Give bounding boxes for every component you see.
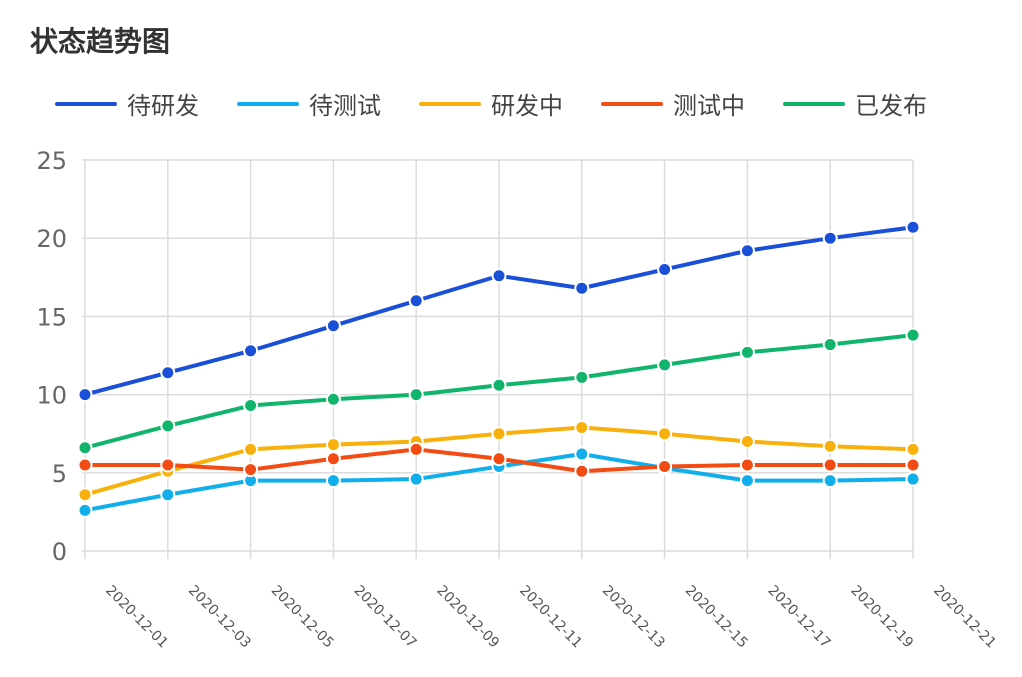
data-point-0-1 <box>160 365 176 381</box>
chart-title: 状态趋势图 <box>30 25 171 58</box>
data-point-3-1 <box>160 457 176 473</box>
x-tick-label: 2020-12-13 <box>599 583 668 652</box>
data-point-2-9 <box>822 438 838 454</box>
y-tick-label: 15 <box>36 303 67 331</box>
data-point-4-10 <box>905 327 921 343</box>
data-point-2-7 <box>657 426 673 442</box>
data-point-4-5 <box>491 377 507 393</box>
legend-swatch <box>55 101 117 106</box>
x-tick-label: 2020-12-05 <box>268 583 337 652</box>
data-point-0-5 <box>491 268 507 284</box>
data-point-1-9 <box>822 473 838 489</box>
data-point-0-3 <box>325 318 341 334</box>
data-point-3-5 <box>491 451 507 467</box>
data-point-0-2 <box>243 343 259 359</box>
data-point-3-6 <box>574 463 590 479</box>
data-point-2-10 <box>905 441 921 457</box>
data-point-2-3 <box>325 437 341 453</box>
data-point-4-0 <box>77 440 93 456</box>
data-point-1-4 <box>408 471 424 487</box>
data-point-3-10 <box>905 457 921 473</box>
data-point-0-7 <box>657 261 673 277</box>
data-point-3-8 <box>739 457 755 473</box>
data-point-4-8 <box>739 344 755 360</box>
data-point-4-7 <box>657 357 673 373</box>
y-tick-label: 20 <box>36 225 67 253</box>
data-point-3-2 <box>243 462 259 478</box>
legend-label: 待测试 <box>309 92 381 120</box>
data-point-0-8 <box>739 243 755 259</box>
data-point-1-0 <box>77 502 93 518</box>
y-tick-label: 0 <box>52 538 67 566</box>
data-point-1-3 <box>325 473 341 489</box>
data-point-0-9 <box>822 230 838 246</box>
legend-item-1[interactable]: 待测试 <box>237 86 381 121</box>
x-tick-label: 2020-12-15 <box>682 583 751 652</box>
x-tick-label: 2020-12-03 <box>185 583 254 652</box>
legend-label: 已发布 <box>855 92 927 120</box>
y-tick-label: 5 <box>52 460 67 488</box>
legend-swatch <box>601 101 663 106</box>
legend-item-2[interactable]: 研发中 <box>419 86 563 121</box>
data-point-2-2 <box>243 441 259 457</box>
data-point-2-5 <box>491 426 507 442</box>
data-point-3-9 <box>822 457 838 473</box>
legend-label: 研发中 <box>491 92 563 120</box>
data-point-1-10 <box>905 471 921 487</box>
data-point-3-4 <box>408 441 424 457</box>
data-point-1-6 <box>574 446 590 462</box>
legend-swatch <box>783 101 845 106</box>
data-point-2-8 <box>739 434 755 450</box>
data-point-4-1 <box>160 418 176 434</box>
data-point-3-0 <box>77 457 93 473</box>
legend-item-0[interactable]: 待研发 <box>55 86 199 121</box>
data-point-0-4 <box>408 293 424 309</box>
data-point-2-6 <box>574 419 590 435</box>
data-point-1-1 <box>160 487 176 503</box>
data-point-4-6 <box>574 369 590 385</box>
data-point-1-8 <box>739 473 755 489</box>
data-point-4-3 <box>325 391 341 407</box>
data-point-0-10 <box>905 219 921 235</box>
data-point-0-0 <box>77 387 93 403</box>
x-tick-label: 2020-12-01 <box>102 583 171 652</box>
y-tick-label: 10 <box>36 382 67 410</box>
x-tick-label: 2020-12-11 <box>516 583 585 652</box>
data-point-0-6 <box>574 280 590 296</box>
legend-item-4[interactable]: 已发布 <box>783 86 927 121</box>
x-tick-label: 2020-12-17 <box>765 583 834 652</box>
data-point-3-3 <box>325 451 341 467</box>
legend-label: 待研发 <box>127 92 199 120</box>
legend-item-3[interactable]: 测试中 <box>601 86 745 121</box>
x-tick-label: 2020-12-19 <box>847 583 916 652</box>
legend-swatch <box>419 101 481 106</box>
data-point-3-7 <box>657 459 673 475</box>
x-tick-label: 2020-12-09 <box>433 583 502 652</box>
x-tick-label: 2020-12-07 <box>351 583 420 652</box>
x-tick-label: 2020-12-21 <box>930 583 999 652</box>
legend: 待研发 待测试 研发中 测试中 已发布 <box>55 86 965 121</box>
y-tick-label: 25 <box>36 147 67 175</box>
data-point-4-9 <box>822 337 838 353</box>
data-point-4-2 <box>243 398 259 414</box>
data-point-4-4 <box>408 387 424 403</box>
legend-label: 测试中 <box>673 92 745 120</box>
data-point-2-0 <box>77 487 93 503</box>
legend-swatch <box>237 101 299 106</box>
